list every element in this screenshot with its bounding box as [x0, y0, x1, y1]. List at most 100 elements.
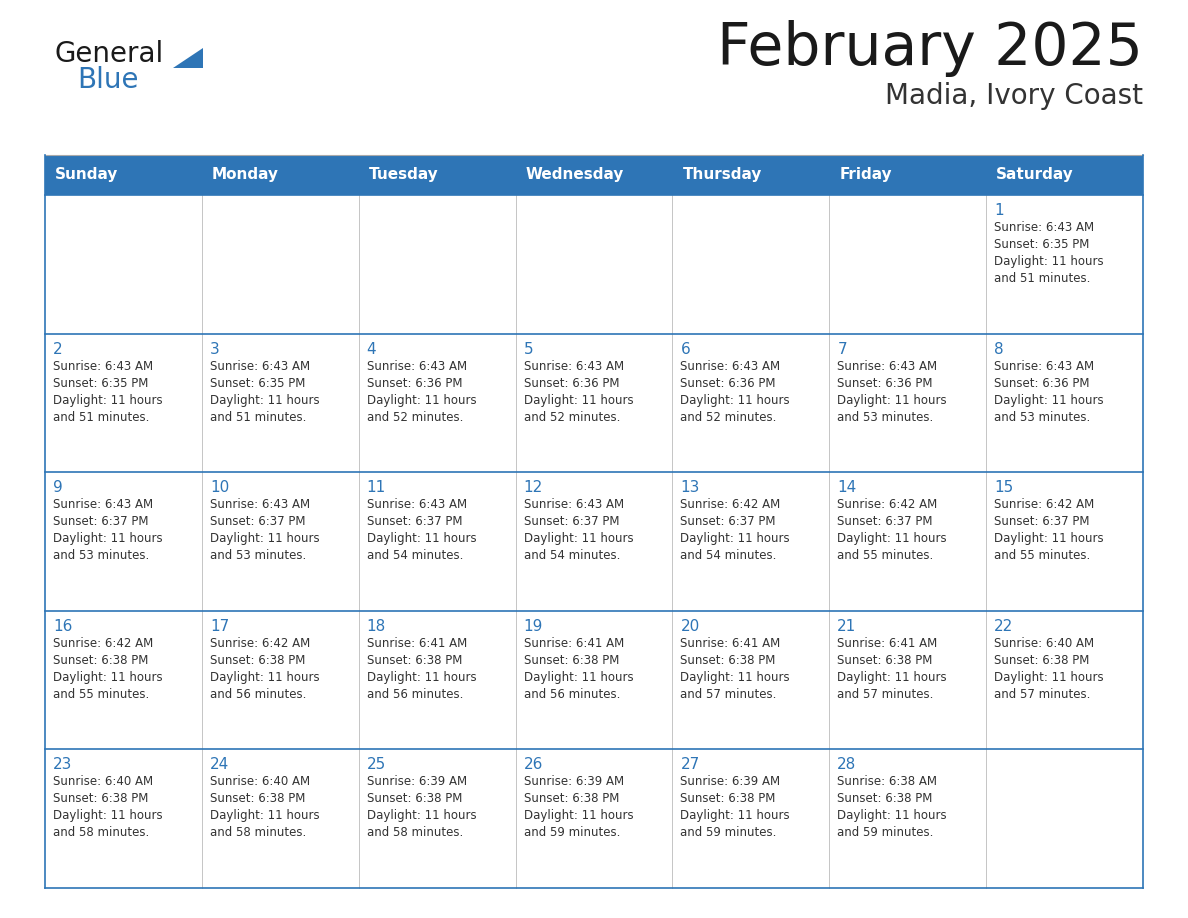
Text: 2: 2 [53, 341, 63, 356]
Text: Sunrise: 6:43 AM
Sunset: 6:36 PM
Daylight: 11 hours
and 53 minutes.: Sunrise: 6:43 AM Sunset: 6:36 PM Dayligh… [838, 360, 947, 423]
Bar [359, 749, 516, 888]
Text: Sunrise: 6:43 AM
Sunset: 6:36 PM
Daylight: 11 hours
and 52 minutes.: Sunrise: 6:43 AM Sunset: 6:36 PM Dayligh… [681, 360, 790, 423]
Text: Sunrise: 6:41 AM
Sunset: 6:38 PM
Daylight: 11 hours
and 57 minutes.: Sunrise: 6:41 AM Sunset: 6:38 PM Dayligh… [681, 637, 790, 700]
Bar [45, 333, 202, 472]
Bar [516, 333, 672, 472]
Text: Sunrise: 6:40 AM
Sunset: 6:38 PM
Daylight: 11 hours
and 58 minutes.: Sunrise: 6:40 AM Sunset: 6:38 PM Dayligh… [53, 776, 163, 839]
Text: Sunrise: 6:41 AM
Sunset: 6:38 PM
Daylight: 11 hours
and 56 minutes.: Sunrise: 6:41 AM Sunset: 6:38 PM Dayligh… [524, 637, 633, 700]
Text: Sunrise: 6:42 AM
Sunset: 6:38 PM
Daylight: 11 hours
and 56 minutes.: Sunrise: 6:42 AM Sunset: 6:38 PM Dayligh… [210, 637, 320, 700]
Text: Sunrise: 6:42 AM
Sunset: 6:38 PM
Daylight: 11 hours
and 55 minutes.: Sunrise: 6:42 AM Sunset: 6:38 PM Dayligh… [53, 637, 163, 700]
Text: Sunrise: 6:43 AM
Sunset: 6:37 PM
Daylight: 11 hours
and 53 minutes.: Sunrise: 6:43 AM Sunset: 6:37 PM Dayligh… [53, 498, 163, 562]
Text: 12: 12 [524, 480, 543, 495]
Text: Sunrise: 6:43 AM
Sunset: 6:36 PM
Daylight: 11 hours
and 53 minutes.: Sunrise: 6:43 AM Sunset: 6:36 PM Dayligh… [994, 360, 1104, 423]
Text: 17: 17 [210, 619, 229, 633]
Text: 18: 18 [367, 619, 386, 633]
Bar [672, 610, 829, 749]
Text: 1: 1 [994, 203, 1004, 218]
Bar [516, 472, 672, 610]
Text: 25: 25 [367, 757, 386, 772]
Text: General: General [55, 40, 164, 68]
Bar [672, 472, 829, 610]
Bar [829, 472, 986, 610]
Text: Sunrise: 6:43 AM
Sunset: 6:37 PM
Daylight: 11 hours
and 54 minutes.: Sunrise: 6:43 AM Sunset: 6:37 PM Dayligh… [524, 498, 633, 562]
Text: 6: 6 [681, 341, 690, 356]
Bar [516, 195, 672, 333]
Text: Sunrise: 6:38 AM
Sunset: 6:38 PM
Daylight: 11 hours
and 59 minutes.: Sunrise: 6:38 AM Sunset: 6:38 PM Dayligh… [838, 776, 947, 839]
Text: 27: 27 [681, 757, 700, 772]
Text: Tuesday: Tuesday [368, 167, 438, 183]
Text: 13: 13 [681, 480, 700, 495]
Text: 9: 9 [53, 480, 63, 495]
Bar [986, 610, 1143, 749]
Bar [359, 333, 516, 472]
Text: Sunday: Sunday [55, 167, 119, 183]
Text: Sunrise: 6:41 AM
Sunset: 6:38 PM
Daylight: 11 hours
and 56 minutes.: Sunrise: 6:41 AM Sunset: 6:38 PM Dayligh… [367, 637, 476, 700]
Text: 16: 16 [53, 619, 72, 633]
Bar [45, 749, 202, 888]
Text: Sunrise: 6:43 AM
Sunset: 6:37 PM
Daylight: 11 hours
and 54 minutes.: Sunrise: 6:43 AM Sunset: 6:37 PM Dayligh… [367, 498, 476, 562]
Text: 14: 14 [838, 480, 857, 495]
Text: 24: 24 [210, 757, 229, 772]
Text: Sunrise: 6:43 AM
Sunset: 6:37 PM
Daylight: 11 hours
and 53 minutes.: Sunrise: 6:43 AM Sunset: 6:37 PM Dayligh… [210, 498, 320, 562]
Text: 10: 10 [210, 480, 229, 495]
Bar [672, 749, 829, 888]
Bar [516, 610, 672, 749]
Text: 20: 20 [681, 619, 700, 633]
Bar [986, 333, 1143, 472]
Text: 19: 19 [524, 619, 543, 633]
Text: 3: 3 [210, 341, 220, 356]
Text: Sunrise: 6:39 AM
Sunset: 6:38 PM
Daylight: 11 hours
and 59 minutes.: Sunrise: 6:39 AM Sunset: 6:38 PM Dayligh… [524, 776, 633, 839]
Bar [359, 610, 516, 749]
Text: Thursday: Thursday [682, 167, 762, 183]
Text: Monday: Monday [211, 167, 279, 183]
Text: February 2025: February 2025 [718, 20, 1143, 77]
Bar [45, 610, 202, 749]
Bar [829, 195, 986, 333]
Text: Sunrise: 6:42 AM
Sunset: 6:37 PM
Daylight: 11 hours
and 55 minutes.: Sunrise: 6:42 AM Sunset: 6:37 PM Dayligh… [994, 498, 1104, 562]
Bar [986, 195, 1143, 333]
Text: Sunrise: 6:39 AM
Sunset: 6:38 PM
Daylight: 11 hours
and 59 minutes.: Sunrise: 6:39 AM Sunset: 6:38 PM Dayligh… [681, 776, 790, 839]
Bar [829, 610, 986, 749]
Bar [359, 195, 516, 333]
Bar [45, 472, 202, 610]
Polygon shape [173, 48, 203, 68]
Bar [202, 610, 359, 749]
Text: 21: 21 [838, 619, 857, 633]
Text: Wednesday: Wednesday [525, 167, 624, 183]
Bar [45, 155, 1143, 195]
Text: Sunrise: 6:43 AM
Sunset: 6:36 PM
Daylight: 11 hours
and 52 minutes.: Sunrise: 6:43 AM Sunset: 6:36 PM Dayligh… [367, 360, 476, 423]
Bar [45, 195, 202, 333]
Bar [829, 333, 986, 472]
Text: Sunrise: 6:43 AM
Sunset: 6:36 PM
Daylight: 11 hours
and 52 minutes.: Sunrise: 6:43 AM Sunset: 6:36 PM Dayligh… [524, 360, 633, 423]
Text: Sunrise: 6:40 AM
Sunset: 6:38 PM
Daylight: 11 hours
and 57 minutes.: Sunrise: 6:40 AM Sunset: 6:38 PM Dayligh… [994, 637, 1104, 700]
Text: 22: 22 [994, 619, 1013, 633]
Text: 15: 15 [994, 480, 1013, 495]
Bar [359, 472, 516, 610]
Text: 8: 8 [994, 341, 1004, 356]
Bar [202, 195, 359, 333]
Text: 23: 23 [53, 757, 72, 772]
Text: Sunrise: 6:42 AM
Sunset: 6:37 PM
Daylight: 11 hours
and 54 minutes.: Sunrise: 6:42 AM Sunset: 6:37 PM Dayligh… [681, 498, 790, 562]
Bar [516, 749, 672, 888]
Text: 11: 11 [367, 480, 386, 495]
Text: Sunrise: 6:43 AM
Sunset: 6:35 PM
Daylight: 11 hours
and 51 minutes.: Sunrise: 6:43 AM Sunset: 6:35 PM Dayligh… [53, 360, 163, 423]
Text: Sunrise: 6:43 AM
Sunset: 6:35 PM
Daylight: 11 hours
and 51 minutes.: Sunrise: 6:43 AM Sunset: 6:35 PM Dayligh… [210, 360, 320, 423]
Text: 28: 28 [838, 757, 857, 772]
Bar [202, 749, 359, 888]
Bar [829, 749, 986, 888]
Bar [202, 333, 359, 472]
Text: Sunrise: 6:39 AM
Sunset: 6:38 PM
Daylight: 11 hours
and 58 minutes.: Sunrise: 6:39 AM Sunset: 6:38 PM Dayligh… [367, 776, 476, 839]
Text: Sunrise: 6:42 AM
Sunset: 6:37 PM
Daylight: 11 hours
and 55 minutes.: Sunrise: 6:42 AM Sunset: 6:37 PM Dayligh… [838, 498, 947, 562]
Bar [672, 195, 829, 333]
Bar [986, 472, 1143, 610]
Text: Saturday: Saturday [997, 167, 1074, 183]
Text: Sunrise: 6:40 AM
Sunset: 6:38 PM
Daylight: 11 hours
and 58 minutes.: Sunrise: 6:40 AM Sunset: 6:38 PM Dayligh… [210, 776, 320, 839]
Bar [202, 472, 359, 610]
Text: 26: 26 [524, 757, 543, 772]
Text: Madia, Ivory Coast: Madia, Ivory Coast [885, 82, 1143, 110]
Bar [672, 333, 829, 472]
Text: Blue: Blue [77, 66, 139, 94]
Text: 4: 4 [367, 341, 377, 356]
Text: 5: 5 [524, 341, 533, 356]
Text: Sunrise: 6:41 AM
Sunset: 6:38 PM
Daylight: 11 hours
and 57 minutes.: Sunrise: 6:41 AM Sunset: 6:38 PM Dayligh… [838, 637, 947, 700]
